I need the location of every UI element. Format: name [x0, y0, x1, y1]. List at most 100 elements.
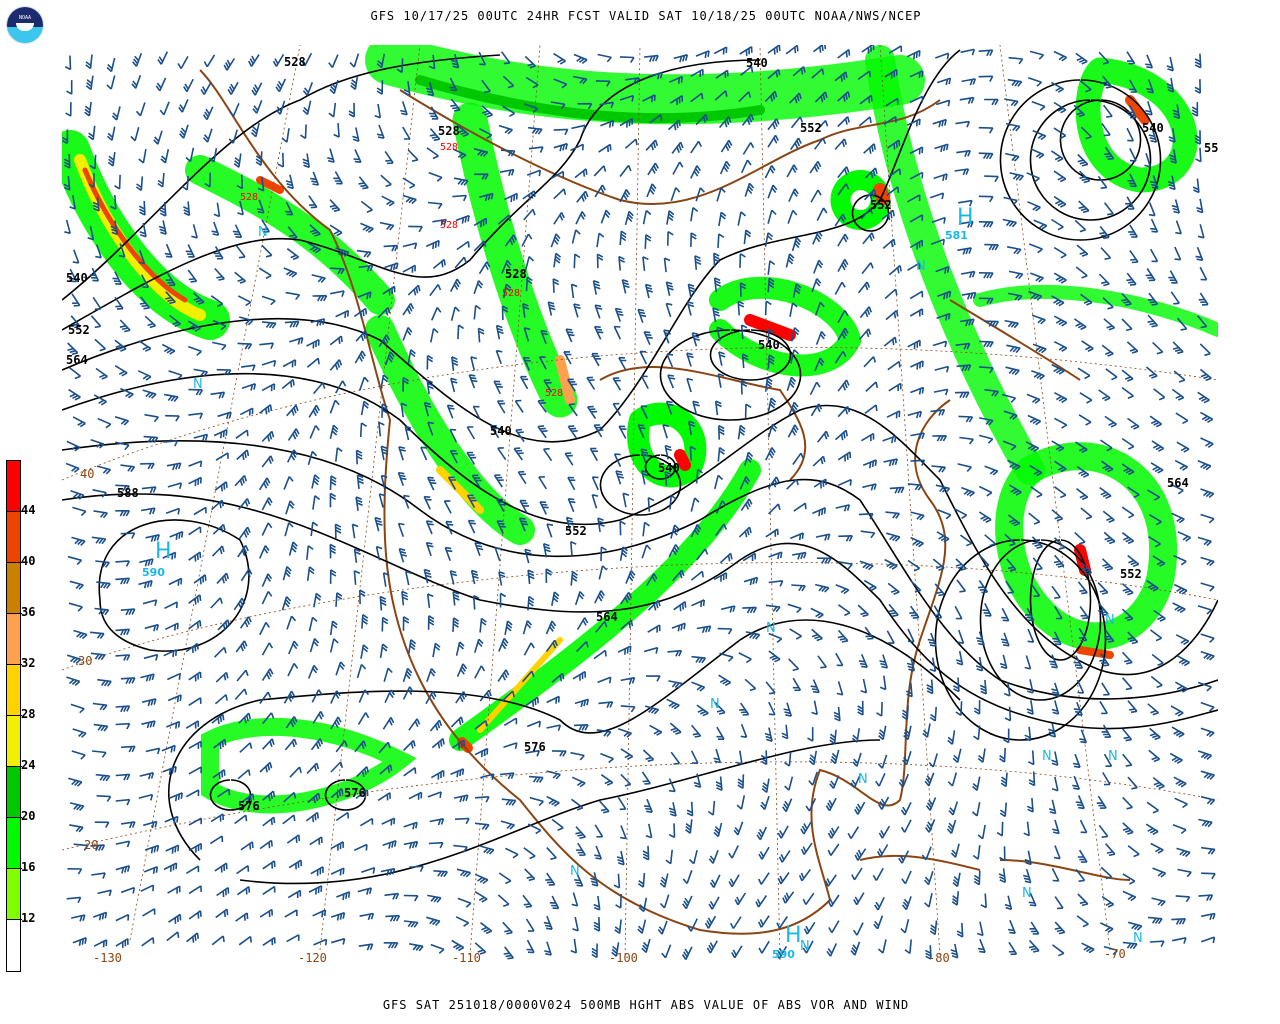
wind-barb — [524, 548, 532, 564]
wind-barb — [90, 631, 105, 639]
wind-barb — [285, 291, 301, 301]
wind-barb — [851, 867, 863, 881]
wind-barb — [188, 476, 202, 487]
wind-barb — [282, 814, 296, 825]
wind-barb — [69, 366, 81, 380]
wind-barb — [262, 738, 275, 750]
wind-barb — [275, 100, 286, 115]
wind-barb — [145, 747, 161, 755]
wind-barb — [236, 449, 250, 461]
wind-barb — [764, 300, 772, 316]
wind-barb — [593, 895, 601, 911]
wind-barb — [977, 580, 989, 594]
wind-barb — [835, 583, 850, 595]
wind-barb — [359, 912, 375, 921]
wind-barb — [522, 670, 535, 683]
wind-barb — [834, 429, 848, 441]
wind-barb — [64, 55, 72, 71]
wind-barb — [619, 546, 629, 561]
wind-barb — [432, 642, 441, 658]
wind-barb — [1121, 677, 1133, 691]
wind-barb — [863, 579, 877, 592]
wind-barb — [213, 428, 228, 439]
wind-barb — [185, 932, 200, 943]
wind-barb — [497, 894, 510, 907]
wind-barb — [193, 368, 209, 378]
wind-barb — [887, 582, 900, 595]
wind-barb — [130, 126, 140, 142]
wind-barb — [523, 847, 536, 860]
wind-barb — [1027, 750, 1035, 766]
wind-barb — [672, 569, 685, 582]
wind-barb — [619, 117, 633, 128]
wind-barb — [713, 252, 720, 268]
wind-barb — [259, 621, 270, 636]
wind-barb — [551, 818, 564, 831]
wind-barb — [143, 866, 159, 874]
wind-barb — [451, 939, 465, 952]
wind-barb — [936, 531, 950, 543]
wind-barb — [141, 720, 156, 729]
wind-barb — [474, 942, 487, 955]
wind-barb — [214, 694, 228, 705]
wind-barb — [477, 327, 485, 343]
wind-barb — [573, 303, 581, 318]
wind-barb — [355, 789, 369, 800]
wind-barb — [65, 462, 80, 473]
wind-barb — [1103, 318, 1116, 331]
wind-barb — [618, 356, 627, 371]
wind-barb — [381, 195, 395, 207]
wind-barb — [1100, 866, 1113, 880]
wind-barb — [308, 885, 323, 895]
wind-barb — [576, 617, 589, 631]
wind-barb — [937, 509, 952, 520]
wind-barb — [329, 199, 341, 212]
wind-barb — [66, 654, 82, 664]
wind-barb — [289, 766, 302, 778]
wind-barb — [594, 184, 607, 198]
wind-barb — [642, 749, 655, 763]
wind-barb — [1031, 536, 1043, 549]
wind-barb — [815, 583, 830, 593]
wind-barb — [1081, 340, 1094, 353]
wind-barb — [1172, 104, 1181, 120]
wind-barb — [335, 247, 350, 257]
wind-barb — [542, 447, 553, 462]
wind-barb — [66, 676, 81, 686]
wind-barb — [552, 278, 560, 293]
wind-barb — [665, 400, 674, 415]
wind-barb — [767, 277, 775, 293]
lat-lon-grid — [62, 45, 1218, 961]
wind-barb — [1074, 532, 1086, 545]
wind-barb — [168, 577, 183, 586]
wind-barb — [310, 318, 326, 327]
wind-barb — [239, 742, 253, 753]
wind-barb — [681, 946, 693, 960]
wind-barb — [474, 747, 489, 758]
wind-barb — [979, 417, 994, 426]
wind-barb — [1194, 130, 1201, 145]
wind-barb — [740, 379, 748, 395]
wind-barb — [813, 478, 827, 489]
wind-barb — [833, 706, 841, 722]
wind-barb — [953, 507, 968, 520]
wind-barb — [281, 596, 292, 611]
contour-label: 540 — [66, 271, 88, 285]
wind-barb — [959, 534, 973, 547]
wind-barb — [261, 712, 275, 725]
wind-barb — [1176, 655, 1190, 667]
wind-barb — [575, 826, 586, 839]
wind-barb — [600, 752, 614, 764]
wind-barb — [1121, 506, 1135, 519]
wind-barb — [286, 248, 300, 261]
high-pressure-marker: H — [957, 205, 974, 230]
wind-barb — [717, 373, 725, 388]
wind-barb — [1127, 700, 1138, 714]
wind-barb — [695, 187, 705, 202]
wind-barb — [141, 486, 157, 494]
wind-barb — [237, 342, 253, 350]
wind-barb — [466, 494, 477, 508]
wind-barb — [713, 748, 721, 764]
wind-barb — [565, 516, 575, 532]
wind-barb — [1031, 100, 1046, 111]
